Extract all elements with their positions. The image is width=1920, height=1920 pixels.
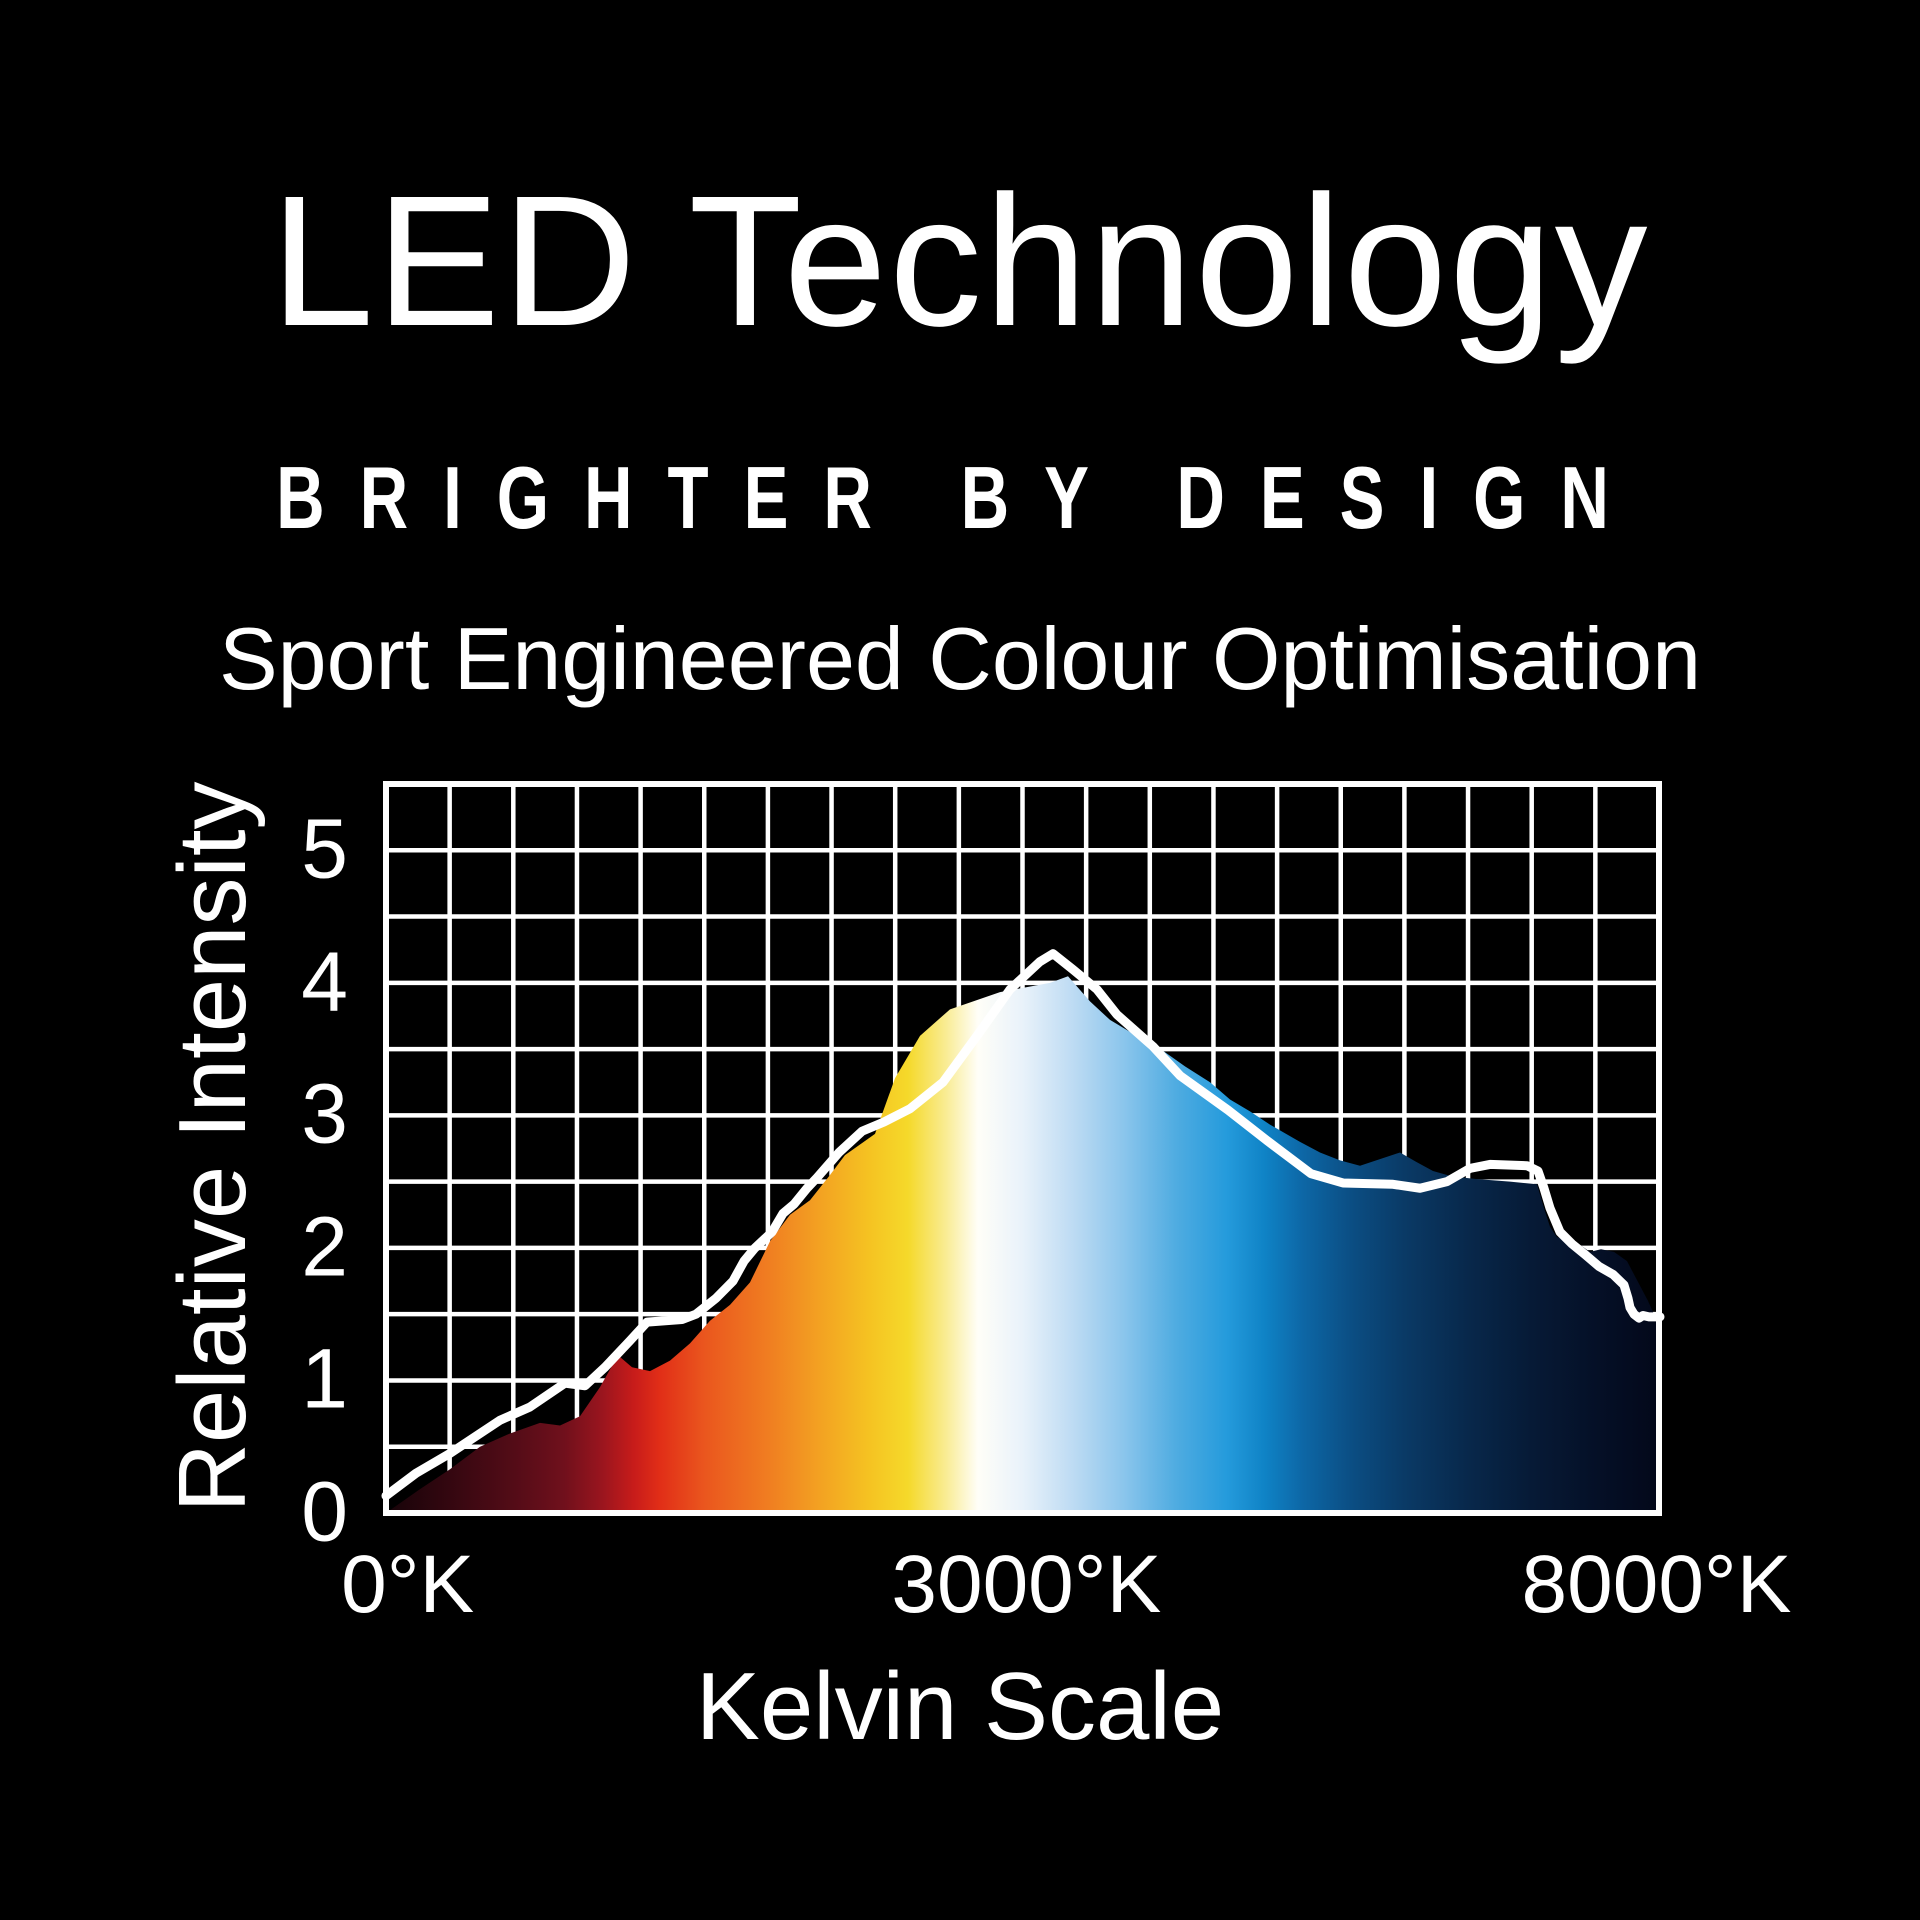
x-tick-8000K: 8000°K	[1521, 1539, 1792, 1630]
x-axis-title: Kelvin Scale	[695, 1653, 1225, 1760]
page-title: LED Technology	[270, 158, 1650, 365]
plot-border	[383, 781, 1662, 1516]
y-tick-1: 1	[301, 1331, 348, 1426]
spectrum-chart	[381, 781, 1665, 1516]
y-tick-3: 3	[301, 1066, 348, 1161]
chart-plot	[381, 781, 1665, 1516]
reference-line	[381, 949, 1665, 1501]
y-axis-tick-labels: 0 1 2 3 4 5	[0, 0, 348, 1920]
x-tick-0K: 0°K	[341, 1539, 475, 1630]
spectrum-area	[386, 976, 1659, 1513]
tagline: BRIGHTER BY DESIGN	[276, 449, 1644, 548]
y-tick-0: 0	[301, 1464, 348, 1559]
y-tick-2: 2	[301, 1199, 348, 1294]
x-tick-3000K: 3000°K	[891, 1539, 1162, 1630]
subtitle: Sport Engineered Colour Optimisation	[218, 609, 1702, 708]
y-tick-4: 4	[301, 934, 348, 1029]
y-tick-5: 5	[301, 801, 348, 896]
